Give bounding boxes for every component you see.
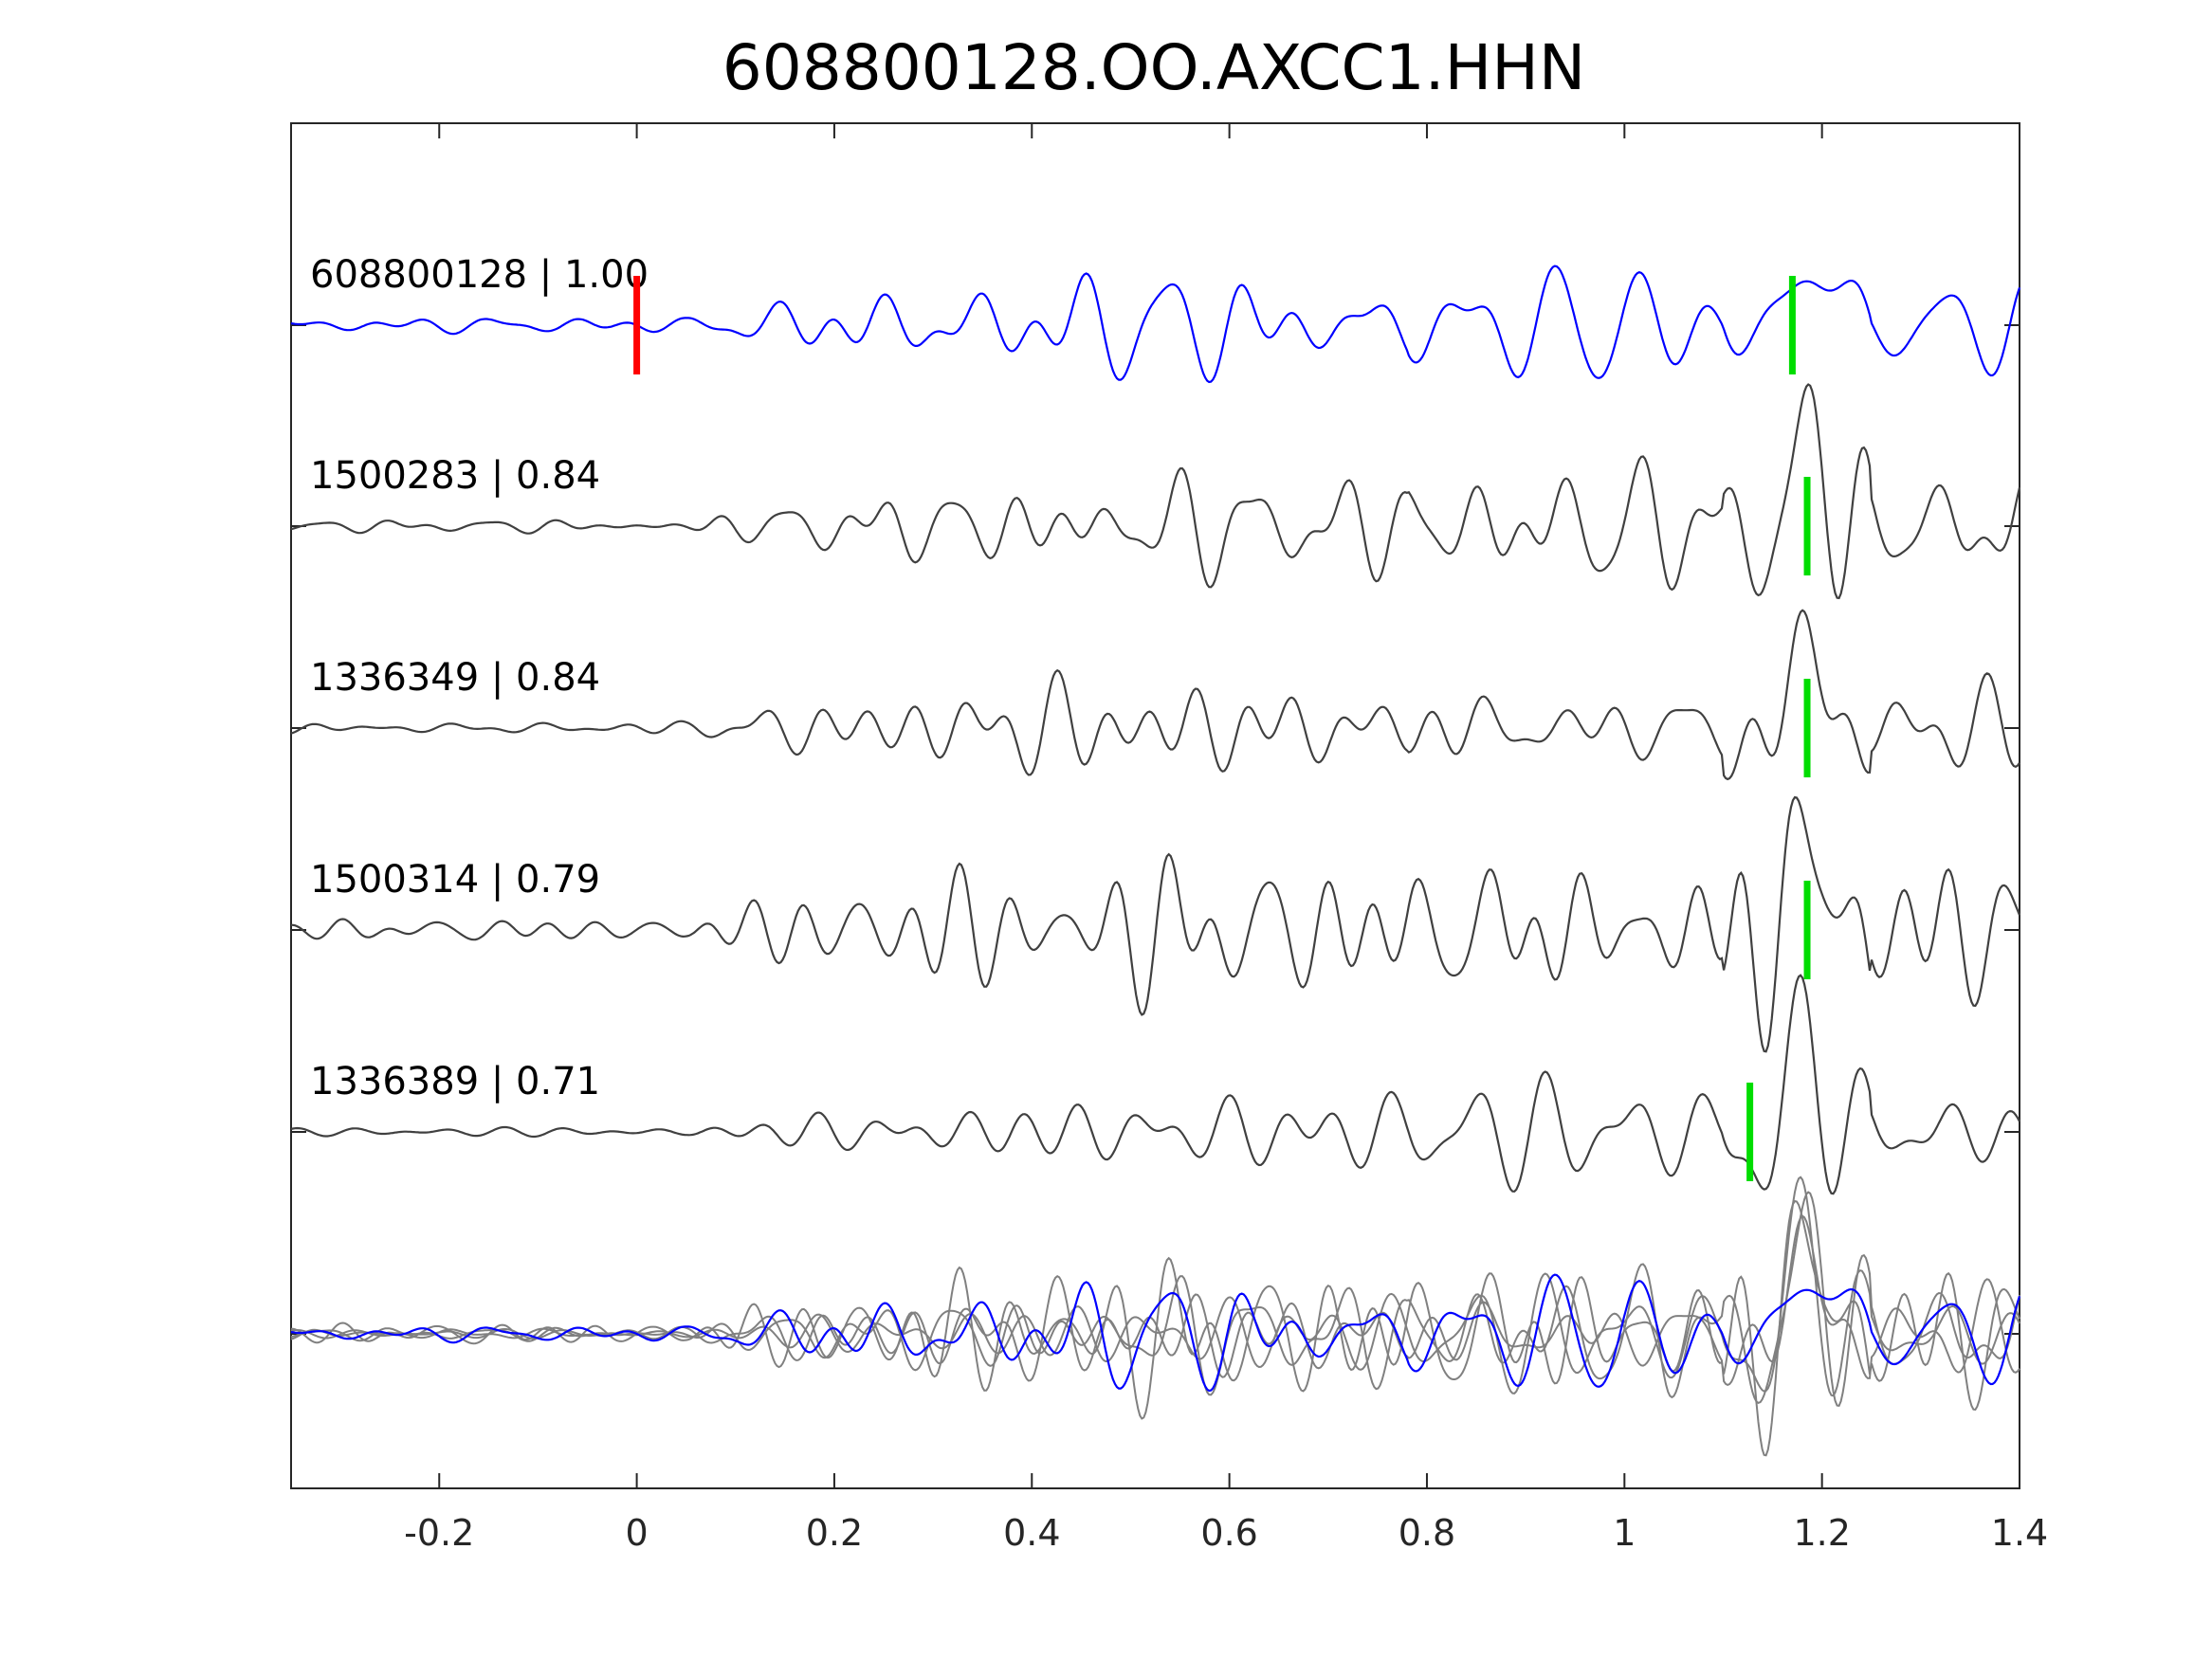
waveform-line-1336349 bbox=[290, 609, 2020, 781]
x-tick-label: 1.2 bbox=[1793, 1512, 1850, 1554]
overlay-row bbox=[290, 1176, 2021, 1457]
trace-label-1336349: 1336349 | 0.84 bbox=[310, 656, 600, 700]
trace-label-1500314: 1500314 | 0.79 bbox=[310, 858, 600, 902]
trace-1500283: 1500283 | 0.84 bbox=[290, 383, 2021, 600]
trace-1336349: 1336349 | 0.84 bbox=[290, 609, 2020, 781]
x-tick-label: 0.6 bbox=[1200, 1512, 1257, 1554]
overlay-match-line bbox=[290, 1199, 2020, 1457]
x-tick-label: 0.2 bbox=[806, 1512, 863, 1554]
waveform-line-1336389 bbox=[290, 974, 2020, 1195]
x-tick-label: 0.8 bbox=[1398, 1512, 1455, 1554]
waveform-line-1500283 bbox=[290, 383, 2021, 600]
x-tick-label: -0.2 bbox=[404, 1512, 474, 1554]
trace-label-608800128: 608800128 | 1.00 bbox=[310, 253, 649, 297]
trace-label-1336389: 1336389 | 0.71 bbox=[310, 1060, 600, 1103]
trace-1336389: 1336389 | 0.71 bbox=[290, 974, 2020, 1195]
x-tick-label: 1 bbox=[1613, 1512, 1636, 1554]
overlay-match-line bbox=[290, 1214, 2020, 1386]
x-tick-label: 0.4 bbox=[1003, 1512, 1060, 1554]
waveform-line-1500314 bbox=[290, 795, 2021, 1053]
plot-area: -0.2 0 0.2 0.4 0.6 0.8 1 1.2 1.4 608800128 | 1.00… bbox=[290, 122, 2048, 1554]
x-tick-label: 1.4 bbox=[1991, 1512, 2048, 1554]
waveform-line-608800128 bbox=[290, 264, 2021, 384]
trace-label-1500283: 1500283 | 0.84 bbox=[310, 454, 600, 498]
trace-1500314: 1500314 | 0.79 bbox=[290, 795, 2021, 1053]
axes-box bbox=[290, 122, 2020, 1489]
overlay-template-line bbox=[290, 1273, 2021, 1393]
trace-608800128: 608800128 | 1.00 bbox=[290, 253, 2021, 384]
x-tick-label: 0 bbox=[626, 1512, 649, 1554]
chart-title: 608800128.OO.AXCC1.HHN bbox=[722, 31, 1585, 104]
